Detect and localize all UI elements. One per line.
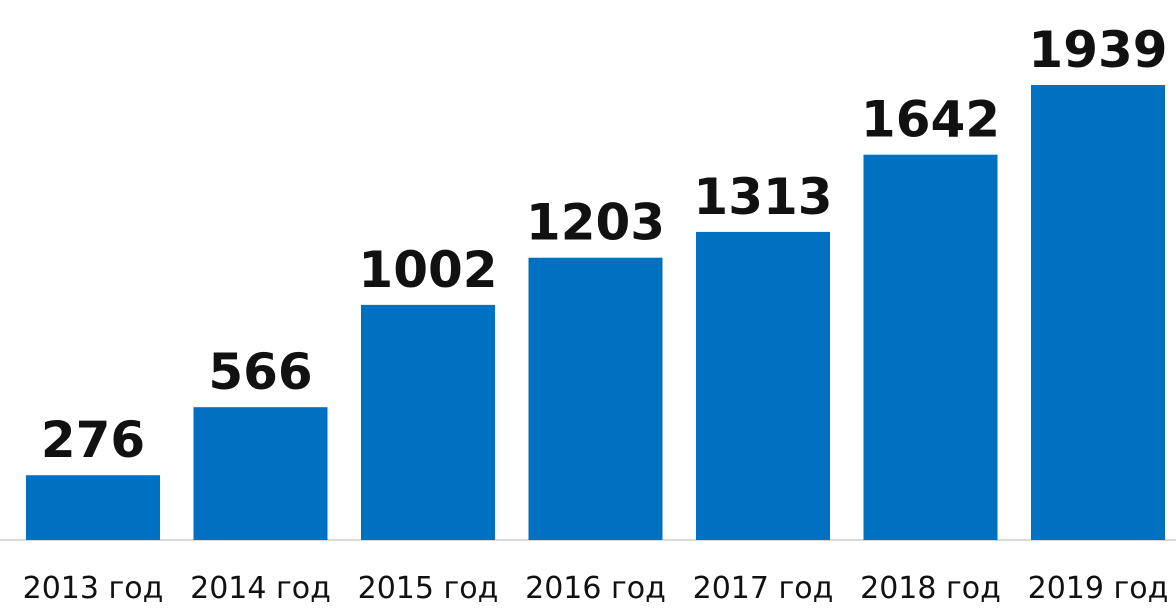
bar bbox=[193, 407, 328, 540]
value-label: 1642 bbox=[861, 91, 1000, 149]
value-label: 276 bbox=[41, 411, 145, 469]
x-tick-label: 2017 год bbox=[693, 571, 834, 606]
x-tick-label: 2014 год bbox=[190, 571, 331, 606]
bar bbox=[26, 475, 160, 540]
x-tick-label: 2019 год bbox=[1028, 571, 1169, 606]
value-label: 1002 bbox=[358, 241, 497, 299]
bar bbox=[528, 257, 663, 540]
value-label: 1939 bbox=[1028, 21, 1167, 79]
bar bbox=[1031, 85, 1165, 540]
x-tick-label: 2015 год bbox=[358, 571, 499, 606]
bar bbox=[696, 231, 830, 540]
x-tick-label: 2016 год bbox=[525, 571, 666, 606]
bar bbox=[361, 304, 495, 540]
bar bbox=[863, 154, 998, 540]
value-label: 566 bbox=[208, 343, 312, 401]
value-label: 1313 bbox=[693, 168, 832, 226]
x-tick-label: 2018 год bbox=[860, 571, 1001, 606]
value-label: 1203 bbox=[526, 194, 665, 252]
x-tick-label: 2013 год bbox=[23, 571, 164, 606]
